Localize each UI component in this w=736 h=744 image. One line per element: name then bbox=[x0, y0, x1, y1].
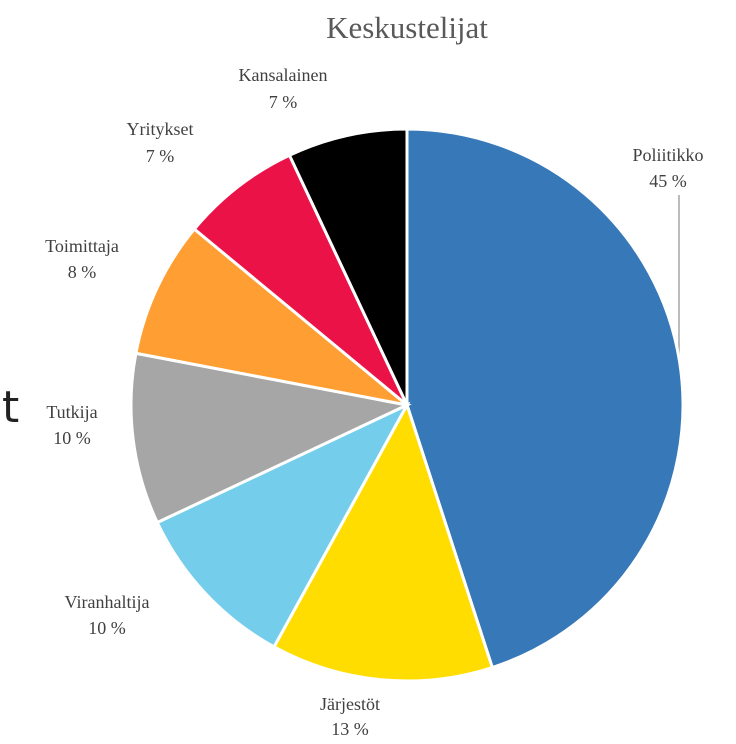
slice-value-label: 13 % bbox=[331, 719, 369, 739]
slice-label: Toimittaja bbox=[45, 236, 119, 256]
slice-label: Kansalainen bbox=[239, 65, 328, 85]
slice-label: Yritykset bbox=[127, 119, 194, 139]
slice-value-label: 7 % bbox=[146, 146, 175, 166]
slice-value-label: 10 % bbox=[53, 428, 91, 448]
slice-value-label: 10 % bbox=[88, 618, 126, 638]
pie-slice bbox=[287, 127, 409, 406]
chart-title: Keskustelijat bbox=[326, 10, 488, 45]
cut-off-text: t bbox=[2, 382, 19, 433]
pie-slice bbox=[192, 153, 409, 407]
pie-slice bbox=[271, 401, 495, 683]
slice-label: Viranhaltija bbox=[65, 592, 150, 612]
slice-value-label: 45 % bbox=[649, 171, 687, 191]
pie-slice bbox=[405, 127, 685, 670]
slice-value-label: 7 % bbox=[269, 92, 298, 112]
pie-slice bbox=[134, 226, 408, 407]
pie-slice bbox=[155, 401, 411, 649]
slice-label: Poliitikko bbox=[632, 145, 703, 165]
slice-value-label: 8 % bbox=[68, 262, 97, 282]
slice-label: Järjestöt bbox=[320, 694, 380, 714]
pie-slice bbox=[129, 351, 412, 525]
slice-label: Tutkija bbox=[46, 402, 97, 422]
